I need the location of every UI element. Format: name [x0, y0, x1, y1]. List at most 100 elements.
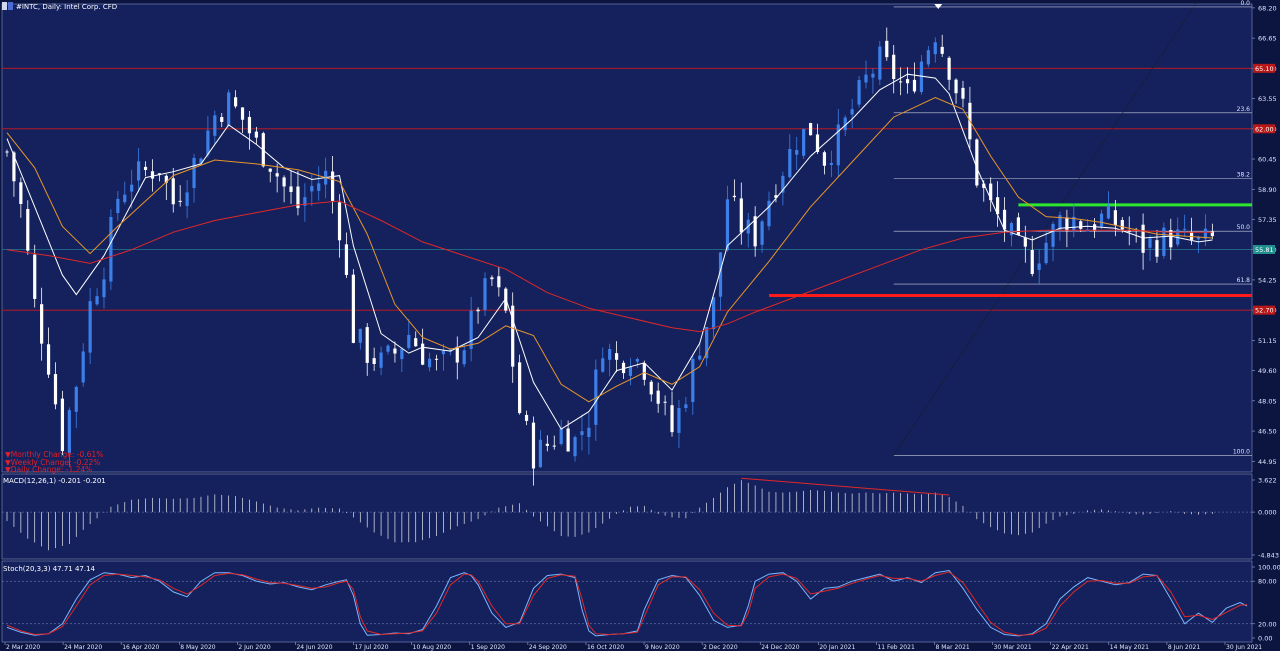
macd-tick-label: -4.843	[1258, 552, 1279, 560]
candle-body	[289, 186, 293, 192]
macd-label: MACD(12,26,1) -0.201 -0.201	[3, 477, 106, 485]
stoch-panel	[1, 560, 1253, 643]
candle-body	[12, 152, 16, 182]
candle-body	[116, 198, 120, 214]
candle-body	[864, 74, 868, 83]
candle-body	[171, 178, 175, 205]
high-marker-icon	[934, 4, 943, 9]
x-tick-label: 9 Nov 2020	[645, 644, 680, 651]
candle-body	[1169, 230, 1173, 248]
candle-body	[365, 327, 369, 363]
candle-body	[414, 338, 418, 347]
chart-title: #INTC, Daily: Intel Corp. CFD	[16, 3, 118, 11]
candle-body	[123, 194, 127, 203]
candle-body	[656, 390, 660, 404]
candle-body	[192, 157, 196, 189]
candle-body	[1079, 221, 1083, 229]
candle-body	[899, 81, 903, 83]
candle-body	[1009, 223, 1014, 236]
candle-body	[5, 151, 9, 153]
candle-body	[594, 369, 598, 425]
candle-body	[822, 152, 827, 166]
x-tick-label: 30 Mar 2021	[994, 644, 1032, 651]
candle-body	[663, 401, 667, 403]
candle-body	[753, 216, 757, 247]
candle-body	[850, 109, 854, 115]
candle-body	[330, 171, 335, 201]
candle-body	[531, 422, 536, 469]
fib-level-label: 50.0	[1237, 224, 1251, 231]
candle-body	[1162, 227, 1166, 256]
candle-body	[524, 414, 529, 421]
candle-body	[206, 130, 210, 155]
fib-level-label: 23.6	[1237, 106, 1251, 113]
change-row: ▼Weekly Change: -0.22%	[5, 458, 103, 467]
candle-body	[358, 328, 362, 343]
candle-body	[580, 431, 584, 436]
candle-body	[725, 199, 730, 251]
candle-body	[954, 79, 958, 94]
x-tick-label: 2 Dec 2020	[703, 644, 738, 651]
candle-body	[178, 200, 182, 202]
price-tag-bg	[1253, 63, 1275, 73]
x-tick-label: 11 Feb 2021	[877, 644, 915, 651]
candle-body	[635, 358, 639, 362]
candle-body	[718, 252, 723, 297]
price-tag-bg	[1253, 305, 1275, 315]
candle-body	[1051, 223, 1055, 247]
price-tick-label: 51.15	[1258, 337, 1277, 345]
stoch-tick-label: 0.00	[1258, 635, 1272, 643]
candle-body	[268, 168, 272, 172]
fib-level-label: 100.0	[1233, 448, 1250, 455]
candle-body	[1203, 228, 1208, 239]
candle-body	[760, 221, 764, 245]
candle-body	[1106, 205, 1111, 219]
price-tick-label: 57.35	[1258, 216, 1277, 224]
chart-type-icon[interactable]	[2, 2, 7, 10]
candle-body	[767, 200, 771, 227]
candle-body	[829, 162, 833, 165]
price-tick-label: 46.50	[1258, 428, 1277, 436]
candle-body	[739, 198, 743, 233]
price-tick-label: 58.90	[1258, 186, 1277, 194]
candle-body	[1148, 238, 1152, 248]
candle-body	[1113, 210, 1117, 225]
candle-body	[781, 175, 785, 193]
candle-body	[74, 386, 78, 412]
macd-panel	[1, 473, 1253, 560]
candle-body	[227, 92, 231, 127]
candle-body	[808, 123, 813, 136]
candle-body	[940, 46, 944, 54]
candle-body	[836, 124, 840, 166]
candle-body	[552, 445, 556, 447]
candle-body	[961, 87, 965, 99]
candle-body	[1030, 249, 1034, 274]
candle-body	[427, 358, 432, 368]
candle-body	[372, 358, 376, 364]
change-value: -0.61%	[74, 450, 104, 459]
candle-body	[337, 202, 342, 241]
candle-body	[441, 350, 446, 355]
x-tick-label: 22 Apr 2021	[1052, 644, 1089, 651]
candle-body	[621, 362, 626, 374]
candle-body	[60, 398, 65, 452]
candle-body	[989, 183, 993, 201]
candle-body	[1044, 242, 1048, 264]
price-panel	[1, 3, 1253, 473]
candle-body	[351, 274, 355, 343]
price-tick-label: 49.60	[1258, 367, 1277, 375]
candle-body	[670, 405, 674, 433]
price-tick-label: 44.95	[1258, 458, 1277, 466]
change-summary: ▼Monthly Change: -0.61% ▼Weekly Change: -…	[5, 451, 103, 474]
candle-body	[400, 348, 404, 360]
candle-body	[213, 115, 217, 136]
candle-body	[905, 79, 910, 84]
x-tick-label: 8 Mar 2021	[936, 644, 970, 651]
candle-body	[19, 182, 23, 205]
candle-body	[296, 186, 300, 209]
candle-body	[1183, 228, 1187, 230]
candle-body	[95, 296, 99, 305]
candle-body	[247, 116, 252, 134]
